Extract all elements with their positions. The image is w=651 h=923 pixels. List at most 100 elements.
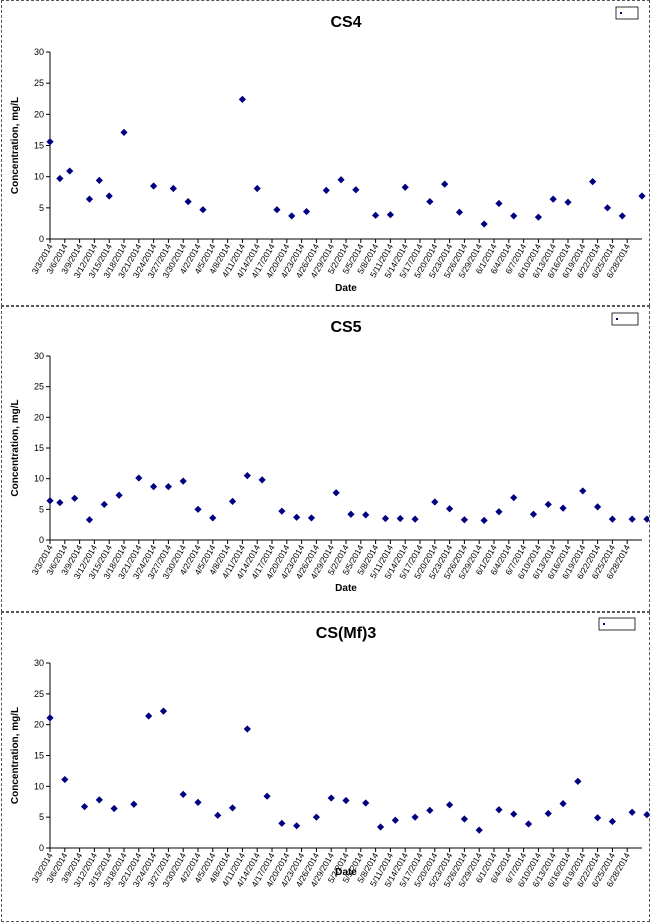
data-point [381, 514, 390, 523]
data-point [95, 176, 103, 185]
data-point [243, 725, 251, 733]
data-point [362, 511, 370, 519]
data-point [549, 195, 557, 203]
x-axis-label: Date [335, 283, 357, 294]
legend-box [611, 312, 639, 326]
data-point [253, 184, 261, 193]
x-axis-label: Date [335, 867, 357, 878]
data-point [46, 714, 54, 722]
data-point [510, 494, 518, 502]
y-tick-label: 0 [39, 535, 44, 545]
data-point [337, 176, 345, 184]
data-point [579, 487, 587, 495]
data-point [426, 198, 434, 206]
data-point [150, 182, 158, 190]
data-point [71, 494, 79, 502]
data-point [534, 213, 542, 221]
data-point [441, 180, 449, 188]
data-point [455, 208, 464, 216]
data-point [480, 220, 488, 228]
data-point [322, 186, 330, 194]
data-point [495, 806, 503, 814]
legend-marker [616, 318, 618, 320]
data-point [411, 515, 419, 523]
data-point [293, 822, 301, 830]
data-point [559, 504, 567, 512]
y-tick-label: 10 [34, 781, 44, 791]
data-point [608, 817, 616, 826]
data-point [194, 505, 202, 513]
y-tick-label: 15 [34, 751, 44, 761]
data-point [618, 212, 626, 220]
data-point [61, 775, 69, 784]
data-point [194, 798, 202, 806]
data-point [495, 199, 503, 208]
data-point [179, 790, 187, 798]
data-point [347, 510, 355, 518]
data-point [120, 128, 128, 137]
data-point [544, 500, 552, 509]
data-point [150, 483, 158, 491]
data-point [544, 809, 552, 818]
data-point [228, 804, 237, 812]
data-point [628, 808, 636, 816]
data-point [594, 503, 602, 511]
legend-marker [620, 12, 622, 14]
data-point [56, 498, 64, 507]
data-point [386, 211, 394, 219]
data-point [159, 707, 168, 715]
data-point [564, 198, 572, 206]
chart-title: CS(Mf)3 [316, 625, 377, 642]
data-point [46, 138, 54, 146]
chart-title: CS5 [330, 319, 361, 336]
data-point [594, 814, 602, 822]
y-tick-label: 10 [34, 172, 44, 182]
data-point [643, 515, 649, 523]
data-point [179, 477, 187, 485]
data-point [342, 796, 350, 805]
data-point [327, 794, 335, 802]
data-point [307, 514, 316, 522]
data-point [643, 811, 649, 819]
data-point [56, 174, 64, 183]
data-point [110, 804, 118, 813]
data-point [263, 792, 271, 800]
data-point [105, 192, 113, 200]
data-point [559, 800, 567, 808]
y-tick-label: 30 [34, 47, 44, 57]
data-point [228, 497, 237, 505]
y-axis-label: Concentration, mg/L [10, 707, 21, 804]
y-axis-label: Concentration, mg/L [10, 97, 21, 194]
data-point [243, 472, 251, 480]
data-point [372, 211, 380, 219]
y-tick-label: 25 [34, 382, 44, 392]
data-point [574, 777, 582, 785]
y-tick-label: 5 [39, 203, 44, 213]
data-point [460, 516, 468, 524]
data-point [426, 806, 434, 814]
y-tick-label: 10 [34, 474, 44, 484]
data-point [258, 476, 266, 484]
y-tick-label: 5 [39, 812, 44, 822]
chart-panel-cs5: CS5 0 5 10 15 20 25 30 Concentration, mg/L 3/3/20… [1, 306, 650, 612]
data-point [214, 811, 222, 819]
legend-box [615, 6, 639, 20]
data-point [273, 206, 281, 214]
data-point [115, 491, 123, 499]
data-point [524, 820, 533, 828]
data-point [460, 815, 468, 823]
data-point [95, 796, 103, 804]
data-point [475, 826, 483, 834]
data-point [80, 803, 89, 811]
data-point [278, 507, 286, 515]
data-point [401, 183, 409, 191]
data-point [352, 186, 360, 194]
data-point [184, 198, 192, 206]
legend-marker [603, 623, 605, 625]
y-axis-label: Concentration, mg/L [10, 399, 21, 496]
data-point [209, 514, 217, 522]
y-tick-label: 5 [39, 504, 44, 514]
data-point [169, 184, 177, 193]
data-point [446, 505, 454, 513]
